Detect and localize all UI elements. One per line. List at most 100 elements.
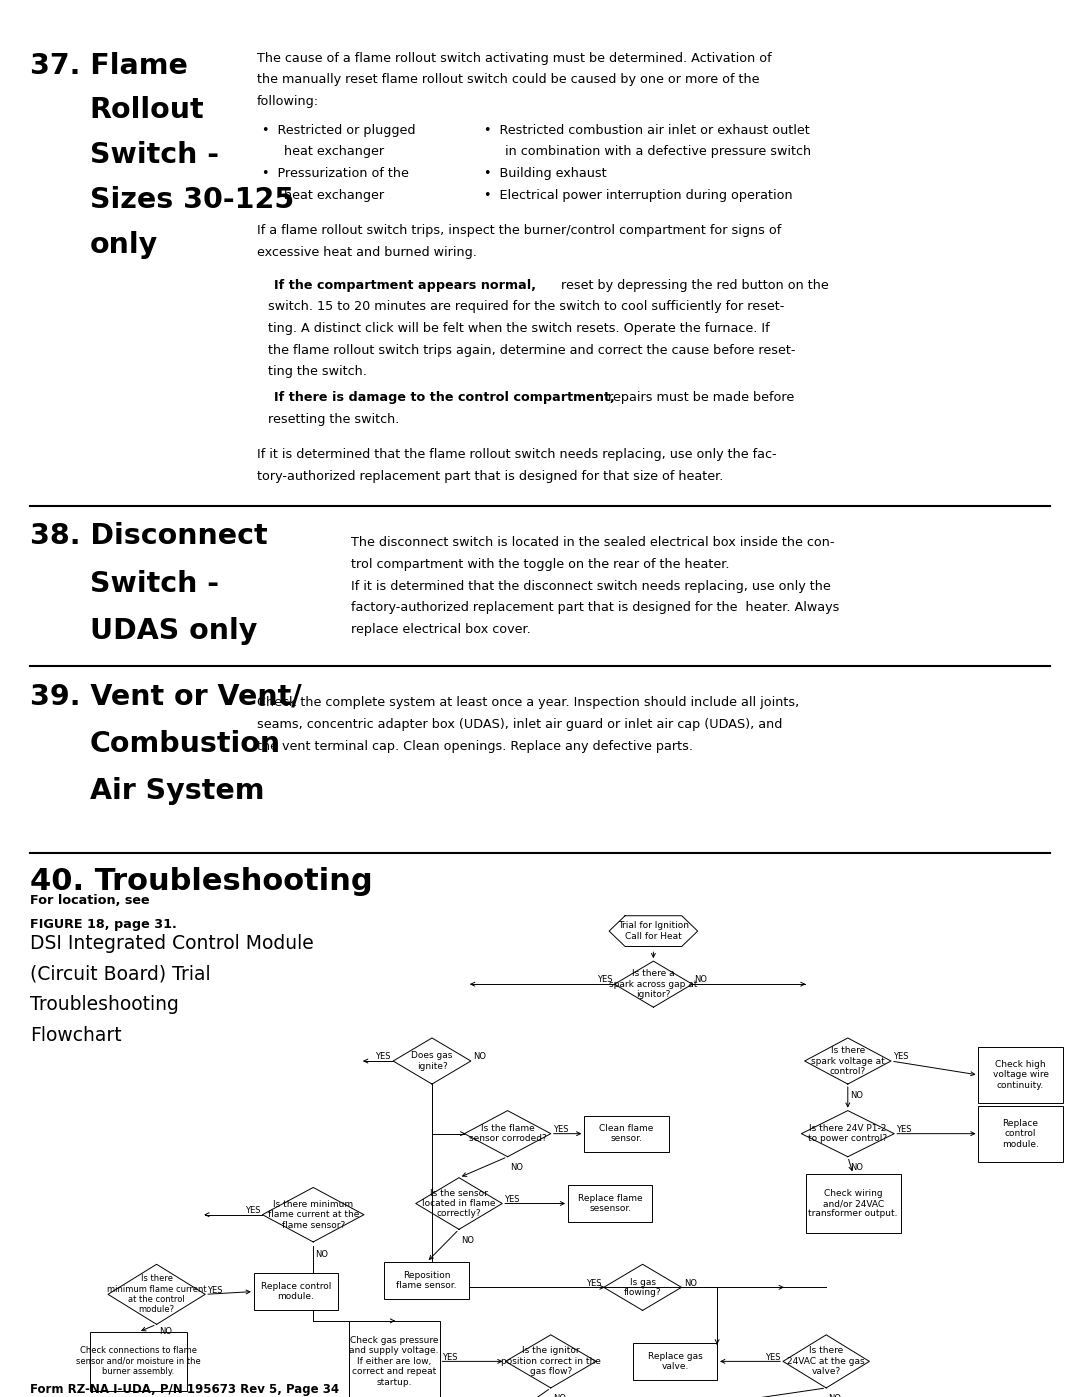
FancyBboxPatch shape [806,1175,901,1234]
Text: Replace gas
valve.: Replace gas valve. [648,1352,702,1370]
Text: 38. Disconnect: 38. Disconnect [30,522,268,550]
Text: Does gas
ignite?: Does gas ignite? [411,1052,453,1070]
Text: Check connections to flame
sensor and/or moisture in the
burner assembly.: Check connections to flame sensor and/or… [76,1347,201,1376]
Text: NO: NO [553,1394,566,1397]
Text: Check high
voltage wire
continuity.: Check high voltage wire continuity. [993,1060,1049,1090]
Text: •  Building exhaust: • Building exhaust [484,166,607,180]
Text: Reposition
flame sensor.: Reposition flame sensor. [396,1271,457,1289]
FancyBboxPatch shape [90,1333,187,1391]
FancyBboxPatch shape [384,1263,469,1299]
Text: Trial for Ignition
Call for Heat: Trial for Ignition Call for Heat [618,922,689,940]
Text: tory-authorized replacement part that is designed for that size of heater.: tory-authorized replacement part that is… [257,469,724,483]
Text: NO: NO [315,1250,328,1259]
Text: replace electrical box cover.: replace electrical box cover. [351,623,530,636]
Text: •  Pressurization of the: • Pressurization of the [262,166,409,180]
Text: repairs must be made before: repairs must be made before [604,391,794,404]
Text: NO: NO [850,1091,863,1099]
Text: Air System: Air System [90,778,265,806]
Text: 37. Flame: 37. Flame [30,52,188,80]
Text: YES: YES [597,975,612,985]
Text: Replace flame
sesensor.: Replace flame sesensor. [578,1194,643,1213]
Text: Is there
spark voltage at
control?: Is there spark voltage at control? [811,1046,885,1076]
Text: YES: YES [893,1052,908,1062]
Text: If the compartment appears normal,: If the compartment appears normal, [274,279,537,292]
Text: YES: YES [586,1278,602,1288]
Text: The disconnect switch is located in the sealed electrical box inside the con-: The disconnect switch is located in the … [351,536,835,549]
Text: resetting the switch.: resetting the switch. [268,414,400,426]
Text: Check wiring
and/or 24VAC
transformer output.: Check wiring and/or 24VAC transformer ou… [809,1189,897,1218]
Text: Clean flame
sensor.: Clean flame sensor. [599,1125,653,1143]
Text: YES: YES [896,1125,912,1134]
Text: Is there a
spark across gap at
ignitor?: Is there a spark across gap at ignitor? [609,970,698,999]
Text: Combustion: Combustion [90,731,281,759]
Text: Rollout: Rollout [90,96,204,124]
Text: Switch -: Switch - [90,570,218,598]
Text: Check the complete system at least once a year. Inspection should include all jo: Check the complete system at least once … [257,697,799,710]
Text: the manually reset flame rollout switch could be caused by one or more of the: the manually reset flame rollout switch … [257,73,759,87]
Text: ting the switch.: ting the switch. [268,366,367,379]
Text: 40. Troubleshooting: 40. Troubleshooting [30,868,373,895]
Text: If it is determined that the disconnect switch needs replacing, use only the: If it is determined that the disconnect … [351,580,831,592]
Text: trol compartment with the toggle on the rear of the heater.: trol compartment with the toggle on the … [351,559,729,571]
Text: YES: YES [376,1052,391,1062]
Text: Is there
minimum flame current
at the control
module?: Is there minimum flame current at the co… [107,1274,206,1315]
FancyBboxPatch shape [978,1048,1063,1104]
Text: Is the flame
sensor corroded?: Is the flame sensor corroded? [469,1125,546,1143]
Text: NO: NO [828,1394,841,1397]
FancyBboxPatch shape [584,1116,669,1153]
Text: NO: NO [461,1236,474,1245]
Text: heat exchanger: heat exchanger [284,189,384,201]
Text: the flame rollout switch trips again, determine and correct the cause before res: the flame rollout switch trips again, de… [268,344,795,356]
Text: •  Restricted combustion air inlet or exhaust outlet: • Restricted combustion air inlet or exh… [484,124,810,137]
Text: If there is damage to the control compartment,: If there is damage to the control compar… [274,391,616,404]
Text: Is the sensor
located in flame
correctly?: Is the sensor located in flame correctly… [422,1189,496,1218]
Text: YES: YES [553,1125,568,1134]
Text: heat exchanger: heat exchanger [284,145,384,158]
Text: Troubleshooting: Troubleshooting [30,996,179,1014]
Text: Flowchart: Flowchart [30,1027,122,1045]
Text: Switch -: Switch - [90,141,218,169]
Text: reset by depressing the red button on the: reset by depressing the red button on th… [557,279,829,292]
Text: switch. 15 to 20 minutes are required for the switch to cool sufficiently for re: switch. 15 to 20 minutes are required fo… [268,300,784,313]
Text: Is there 24V P1-2
to power control?: Is there 24V P1-2 to power control? [808,1125,888,1143]
Text: YES: YES [766,1352,781,1362]
Text: Replace
control
module.: Replace control module. [1002,1119,1039,1148]
Text: If a flame rollout switch trips, inspect the burner/control compartment for sign: If a flame rollout switch trips, inspect… [257,224,781,237]
Text: For location, see: For location, see [30,894,150,907]
Text: NO: NO [850,1164,863,1172]
Text: (Circuit Board) Trial: (Circuit Board) Trial [30,965,211,983]
Text: Is gas
flowing?: Is gas flowing? [624,1278,661,1296]
Text: Form RZ-NA I-UDA, P/N 195673 Rev 5, Page 34: Form RZ-NA I-UDA, P/N 195673 Rev 5, Page… [30,1383,339,1396]
Text: 39. Vent or Vent/: 39. Vent or Vent/ [30,683,302,711]
Text: Is the ignitor
position correct in the
gas flow?: Is the ignitor position correct in the g… [501,1347,600,1376]
Text: •  Electrical power interruption during operation: • Electrical power interruption during o… [484,189,793,201]
FancyBboxPatch shape [633,1344,717,1380]
Text: NO: NO [473,1052,486,1062]
FancyBboxPatch shape [978,1106,1063,1162]
Text: NO: NO [684,1278,697,1288]
Text: Is there minimum
flame current at the
flame sensor?: Is there minimum flame current at the fl… [268,1200,359,1229]
FancyBboxPatch shape [254,1274,338,1310]
Text: the vent terminal cap. Clean openings. Replace any defective parts.: the vent terminal cap. Clean openings. R… [257,740,693,753]
Text: DSI Integrated Control Module: DSI Integrated Control Module [30,935,314,953]
Text: in combination with a defective pressure switch: in combination with a defective pressure… [505,145,811,158]
Text: NO: NO [159,1327,172,1336]
Text: excessive heat and burned wiring.: excessive heat and burned wiring. [257,246,477,258]
Text: FIGURE 18, page 31.: FIGURE 18, page 31. [30,918,177,930]
Text: Replace control
module.: Replace control module. [260,1282,332,1301]
Text: Check gas pressure
and supply voltage.
If either are low,
correct and repeat
sta: Check gas pressure and supply voltage. I… [350,1336,438,1387]
Text: The cause of a flame rollout switch activating must be determined. Activation of: The cause of a flame rollout switch acti… [257,52,772,64]
Text: YES: YES [245,1206,260,1215]
Text: If it is determined that the flame rollout switch needs replacing, use only the : If it is determined that the flame rollo… [257,448,777,461]
Text: NO: NO [694,975,707,985]
Text: following:: following: [257,95,320,108]
Text: NO: NO [510,1164,523,1172]
Text: Sizes 30-125: Sizes 30-125 [90,186,294,214]
Text: UDAS only: UDAS only [90,617,257,645]
FancyBboxPatch shape [568,1186,652,1222]
Text: YES: YES [442,1352,457,1362]
Text: YES: YES [207,1285,222,1295]
Text: only: only [90,231,158,258]
Text: seams, concentric adapter box (UDAS), inlet air guard or inlet air cap (UDAS), a: seams, concentric adapter box (UDAS), in… [257,718,782,731]
Text: YES: YES [504,1194,519,1204]
